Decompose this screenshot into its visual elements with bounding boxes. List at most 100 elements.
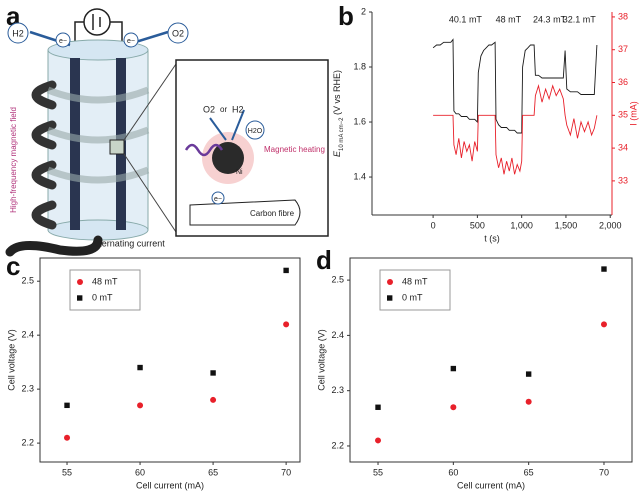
point	[64, 402, 70, 409]
zoom-line	[123, 63, 177, 233]
y-tick-label: 1.6	[353, 116, 366, 126]
legend-label: 0 mT	[92, 292, 113, 302]
span-label: 24.3 mT	[533, 14, 567, 24]
inset-gas: H2	[232, 104, 244, 114]
point	[137, 364, 143, 371]
point	[64, 434, 71, 441]
x-axis-label: t (s)	[484, 233, 500, 243]
x-tick-label: 65	[208, 467, 218, 477]
y2-tick-label: 36	[618, 77, 628, 87]
x-tick-label: 500	[470, 220, 485, 230]
x-tick-label: 55	[62, 467, 72, 477]
y-tick-label: 2.2	[21, 437, 34, 447]
point	[137, 402, 144, 409]
y-label-unit: (V vs RHE)	[332, 70, 342, 115]
x-tick-label: 1,000	[510, 220, 533, 230]
electrode	[70, 58, 80, 230]
gas-label: H2	[12, 28, 24, 38]
x-tick-label: 60	[448, 467, 458, 477]
point	[600, 321, 607, 328]
x-tick-label: 2,000	[599, 220, 622, 230]
y2-tick-label: 37	[618, 44, 628, 54]
y-tick-label: 2.4	[21, 330, 34, 340]
line-series	[433, 84, 598, 175]
point	[283, 321, 290, 328]
plot-frame	[349, 257, 633, 463]
x-tick-label: 70	[281, 467, 291, 477]
point	[375, 404, 381, 410]
point	[525, 398, 532, 405]
span-label-bg	[534, 14, 565, 26]
electron-bubble	[123, 32, 139, 48]
inset-or: or	[220, 105, 227, 114]
panel-letter: c	[6, 251, 20, 281]
inset-fibre: Carbon fibre	[250, 209, 295, 218]
electron-bubble	[55, 32, 71, 48]
water-bubble	[245, 120, 265, 140]
y-axis-label: Cell voltage (V)	[6, 329, 16, 391]
point	[375, 437, 382, 444]
legend-label: 0 mT	[402, 292, 423, 302]
span-label: 32.1 mT	[563, 14, 597, 24]
legend-label: 48 mT	[402, 276, 428, 286]
legend-marker	[77, 279, 83, 285]
point	[525, 371, 532, 377]
y-tick-label: 2.3	[21, 384, 34, 394]
x-tick-label: 60	[135, 467, 145, 477]
span-label-bg	[564, 14, 595, 26]
y-label-symbol: E	[332, 150, 342, 157]
inset-electron: e−	[214, 196, 222, 203]
y2-tick-label: 38	[618, 11, 628, 21]
x-tick-label: 1,500	[555, 220, 578, 230]
inset-ni: Ni	[236, 169, 243, 176]
point	[283, 267, 289, 274]
point	[450, 404, 457, 411]
y-tick-label: 2.5	[21, 276, 34, 286]
legend-label: 48 mT	[92, 276, 118, 286]
x-tick-label: 65	[524, 467, 534, 477]
cylinder-top	[47, 39, 149, 61]
span-label: 48 mT	[496, 14, 522, 24]
line-series	[432, 38, 598, 134]
product-arrow	[209, 109, 245, 141]
y-tick-label: 1.8	[353, 61, 366, 71]
y2-tick-label: 33	[618, 175, 628, 185]
legend-box	[69, 269, 141, 311]
legend-marker	[387, 279, 393, 285]
x-axis-label: Cell current (mA)	[457, 480, 525, 490]
y-tick-label: 2.2	[331, 440, 344, 450]
gas-bubble	[167, 22, 189, 44]
nanoparticle	[212, 142, 244, 174]
panel-letter: d	[316, 245, 332, 275]
point	[210, 370, 216, 376]
point	[210, 396, 217, 403]
y-axis-label: Cell voltage (V)	[316, 329, 326, 391]
gas-bubble	[7, 22, 29, 44]
inset-water: H2O	[248, 128, 263, 135]
y2-tick-label: 35	[618, 110, 628, 120]
x-tick-label: 0	[431, 220, 436, 230]
y2-axis-label: I (mA)	[628, 101, 638, 126]
y-tick-label: 2	[361, 6, 366, 16]
inset-gas: O2	[203, 104, 215, 114]
y-tick-label: 1.4	[353, 171, 366, 181]
plot-frame	[39, 257, 301, 463]
gas-label: O2	[172, 28, 184, 38]
legend-marker	[77, 295, 83, 301]
power-source	[83, 8, 111, 36]
x-tick-label: 55	[373, 467, 383, 477]
zoom-box	[109, 139, 125, 155]
inset-heating: Magnetic heating	[264, 145, 325, 154]
diagram: H2 e− e− O2 High-frequency magnetic fiel…	[5, 8, 329, 257]
x-tick-label: 70	[599, 467, 609, 477]
x-axis-label: Cell current (mA)	[136, 480, 204, 490]
field-label: High-frequency magnetic field	[9, 107, 18, 213]
span-label-bg	[493, 14, 524, 26]
wave	[184, 143, 224, 157]
coil	[31, 80, 57, 230]
span-label-bg	[450, 14, 481, 26]
point	[450, 365, 457, 372]
y-tick-label: 2.4	[331, 330, 344, 340]
carbon-fibre	[189, 199, 301, 226]
